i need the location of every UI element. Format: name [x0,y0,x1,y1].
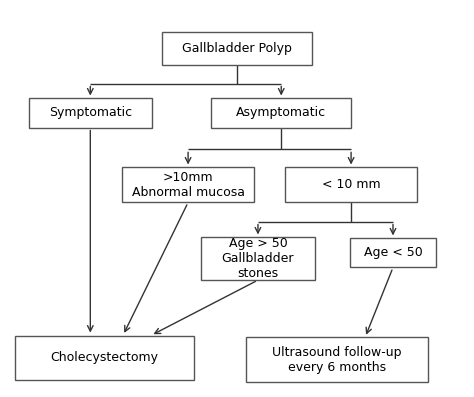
Text: Symptomatic: Symptomatic [49,106,132,119]
Text: >10mm
Abnormal mucosa: >10mm Abnormal mucosa [132,171,245,199]
FancyBboxPatch shape [201,237,315,280]
FancyBboxPatch shape [163,32,311,66]
Text: Gallbladder Polyp: Gallbladder Polyp [182,42,292,55]
Text: Age > 50
Gallbladder
stones: Age > 50 Gallbladder stones [222,237,294,280]
FancyBboxPatch shape [122,168,255,202]
Text: Asymptomatic: Asymptomatic [236,106,326,119]
FancyBboxPatch shape [211,98,351,127]
FancyBboxPatch shape [350,238,436,268]
Text: Age < 50: Age < 50 [364,247,422,259]
FancyBboxPatch shape [246,337,428,382]
FancyBboxPatch shape [15,335,194,380]
FancyBboxPatch shape [28,98,152,127]
Text: Ultrasound follow-up
every 6 months: Ultrasound follow-up every 6 months [273,346,402,374]
Text: Cholecystectomy: Cholecystectomy [50,351,158,364]
Text: < 10 mm: < 10 mm [322,178,381,191]
FancyBboxPatch shape [285,168,418,202]
